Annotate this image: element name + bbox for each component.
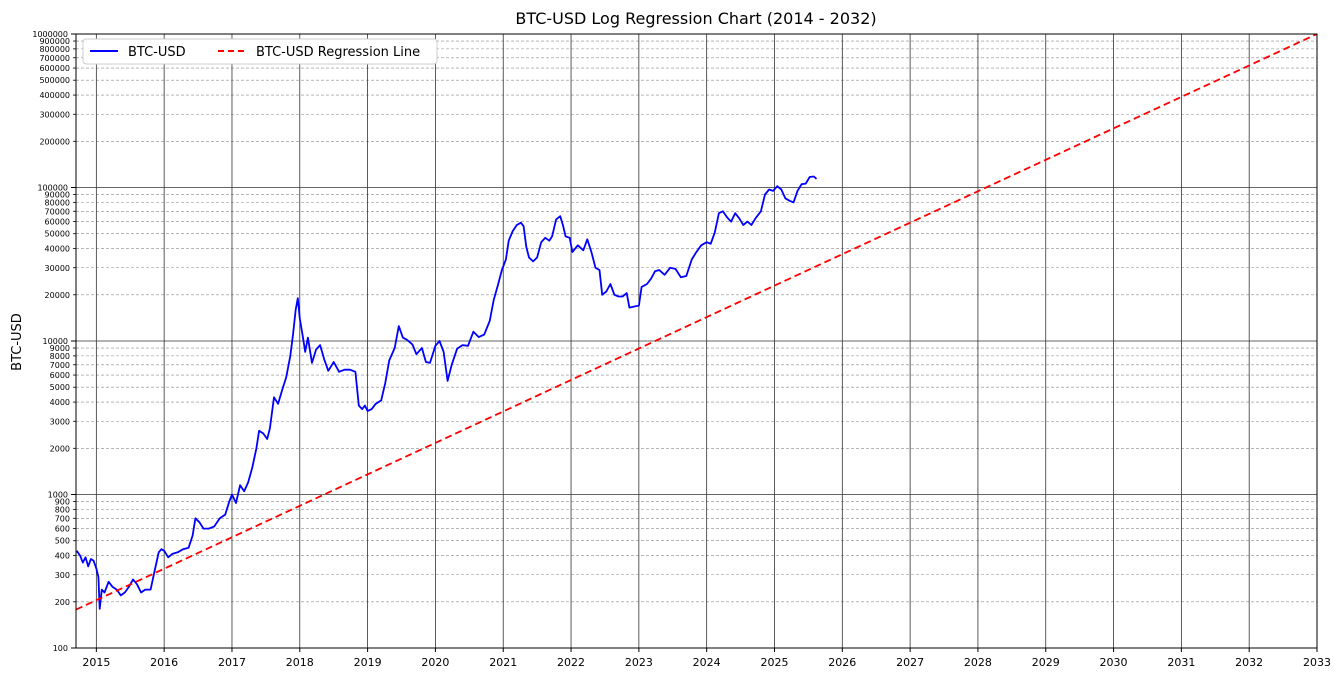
y-tick-label-minor: 9000	[50, 344, 70, 353]
y-tick-label-minor: 200	[55, 598, 70, 607]
y-tick-label-minor: 80000	[45, 198, 70, 207]
y-tick-label-minor: 300000	[39, 110, 70, 119]
y-tick-label-minor: 4000	[50, 398, 70, 407]
y-tick-label-major: 1000000	[32, 30, 68, 39]
y-tick-label-major: 1000	[48, 491, 68, 500]
x-tick-label: 2033	[1303, 656, 1331, 669]
y-tick-label-minor: 400	[55, 552, 70, 561]
y-tick-label-major: 100	[53, 644, 68, 653]
y-tick-label-minor: 40000	[45, 245, 70, 254]
x-tick-label: 2018	[286, 656, 314, 669]
x-tick-label: 2020	[421, 656, 449, 669]
x-tick-label: 2030	[1100, 656, 1128, 669]
y-tick-label-minor: 800000	[39, 45, 70, 54]
y-tick-label-minor: 3000	[50, 417, 70, 426]
y-tick-label-minor: 500000	[39, 76, 70, 85]
plot-frame	[75, 33, 1318, 649]
y-tick-label-minor: 6000	[50, 371, 70, 380]
y-tick-label-minor: 300	[55, 571, 70, 580]
y-tick-label-major: 10000	[43, 337, 68, 346]
y-tick-label-minor: 7000	[50, 361, 70, 370]
y-tick-label-minor: 2000	[50, 444, 70, 453]
y-tick-label-minor: 600	[55, 525, 70, 534]
x-tick-label: 2026	[828, 656, 856, 669]
y-axis-label: BTC-USD	[10, 313, 25, 371]
y-tick-label-major: 100000	[37, 184, 68, 193]
y-tick-label-minor: 30000	[45, 264, 70, 273]
series-group	[76, 34, 1317, 611]
y-tick-label-minor: 900000	[39, 37, 70, 46]
y-tick-label-minor: 50000	[45, 230, 70, 239]
y-tick-label-minor: 8000	[50, 352, 70, 361]
x-tick-label: 2025	[760, 656, 788, 669]
y-tick-label-minor: 90000	[45, 191, 70, 200]
x-tick-label: 2016	[150, 656, 178, 669]
x-tick-label: 2021	[489, 656, 517, 669]
y-tick-label-minor: 800	[55, 505, 70, 514]
y-tick-label-minor: 200000	[39, 137, 70, 146]
x-tick-label: 2022	[557, 656, 585, 669]
x-tick-label: 2019	[354, 656, 382, 669]
y-tick-label-minor: 700	[55, 514, 70, 523]
series-line-btc-usd	[76, 175, 818, 610]
x-tick-label: 2015	[82, 656, 110, 669]
x-tick-label: 2028	[964, 656, 992, 669]
legend: BTC-USD BTC-USD Regression Line	[82, 38, 438, 65]
x-tick-label: 2017	[218, 656, 246, 669]
legend-label-regression: BTC-USD Regression Line	[256, 45, 420, 60]
series-line-regression	[76, 34, 1317, 611]
legend-box	[82, 38, 438, 65]
y-tick-label-minor: 700000	[39, 54, 70, 63]
y-tick-label-minor: 70000	[45, 207, 70, 216]
grid-lines	[76, 33, 1318, 649]
y-tick-label-minor: 600000	[39, 64, 70, 73]
x-tick-label: 2029	[1032, 656, 1060, 669]
x-tick-label: 2031	[1167, 656, 1195, 669]
x-tick-label: 2023	[625, 656, 653, 669]
y-tick-label-minor: 500	[55, 537, 70, 546]
y-tick-label-minor: 900	[55, 498, 70, 507]
legend-label-btc-usd: BTC-USD	[128, 45, 186, 60]
y-tick-label-minor: 60000	[45, 218, 70, 227]
x-tick-label: 2027	[896, 656, 924, 669]
y-tick-label-minor: 20000	[45, 291, 70, 300]
y-tick-label-minor: 5000	[50, 383, 70, 392]
y-tick-label-minor: 400000	[39, 91, 70, 100]
x-tick-label: 2024	[693, 656, 721, 669]
x-axis-ticks: 2015 2016 2017 2018 2019 2020 2021 2022 2023 2024…	[82, 648, 1331, 669]
x-tick-label: 2032	[1235, 656, 1263, 669]
chart-title: BTC-USD Log Regression Chart (2014 - 203…	[515, 9, 876, 28]
